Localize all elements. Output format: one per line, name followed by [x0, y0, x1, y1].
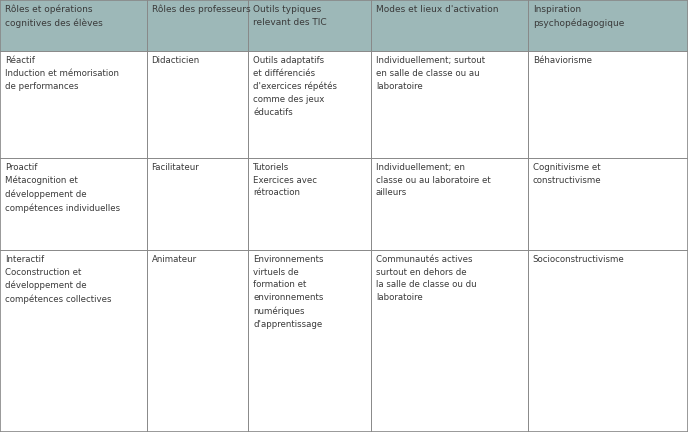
- Bar: [248, 250, 371, 432]
- Text: Didacticien: Didacticien: [151, 56, 200, 65]
- Bar: [0, 250, 147, 432]
- Bar: [371, 250, 528, 432]
- Bar: [0, 158, 147, 250]
- Bar: [0, 51, 147, 158]
- Bar: [248, 0, 371, 51]
- Text: Rôles et opérations
cognitives des élèves: Rôles et opérations cognitives des élève…: [5, 5, 103, 29]
- Bar: [0, 0, 147, 51]
- Bar: [371, 51, 528, 158]
- Text: Cognitivisme et
constructivisme: Cognitivisme et constructivisme: [533, 163, 601, 184]
- Text: Béhaviorisme: Béhaviorisme: [533, 56, 592, 65]
- Text: Outils adaptatifs
et différenciés
d'exercices répétés
comme des jeux
éducatifs: Outils adaptatifs et différenciés d'exer…: [253, 56, 337, 117]
- Text: Rôles des professeurs: Rôles des professeurs: [151, 5, 250, 15]
- Text: Modes et lieux d'activation: Modes et lieux d'activation: [376, 5, 498, 14]
- Bar: [528, 0, 688, 51]
- Text: Interactif
Coconstruction et
développement de
compétences collectives: Interactif Coconstruction et développeme…: [5, 255, 111, 304]
- Bar: [528, 158, 688, 250]
- Text: Environnements
virtuels de
formation et
environnements
numériques
d'apprentissag: Environnements virtuels de formation et …: [253, 255, 324, 329]
- Bar: [528, 250, 688, 432]
- Text: Proactif
Métacognition et
développement de
compétences individuelles: Proactif Métacognition et développement …: [5, 163, 120, 213]
- Text: Communautés actives
surtout en dehors de
la salle de classe ou du
laboratoire: Communautés actives surtout en dehors de…: [376, 255, 477, 302]
- Text: Animateur: Animateur: [151, 255, 197, 264]
- Bar: [371, 158, 528, 250]
- Bar: [147, 158, 248, 250]
- Text: Individuellement; surtout
en salle de classe ou au
laboratoire: Individuellement; surtout en salle de cl…: [376, 56, 485, 91]
- Bar: [248, 51, 371, 158]
- Text: Individuellement; en
classe ou au laboratoire et
ailleurs: Individuellement; en classe ou au labora…: [376, 163, 491, 197]
- Text: Outils typiques
relevant des TIC: Outils typiques relevant des TIC: [253, 5, 327, 27]
- Bar: [147, 250, 248, 432]
- Text: Inspiration
psychopédagogique: Inspiration psychopédagogique: [533, 5, 624, 28]
- Text: Réactif
Induction et mémorisation
de performances: Réactif Induction et mémorisation de per…: [5, 56, 119, 91]
- Text: Tutoriels
Exercices avec
rétroaction: Tutoriels Exercices avec rétroaction: [253, 163, 317, 197]
- Bar: [371, 0, 528, 51]
- Text: Socioconstructivisme: Socioconstructivisme: [533, 255, 625, 264]
- Bar: [147, 0, 248, 51]
- Bar: [147, 51, 248, 158]
- Bar: [248, 158, 371, 250]
- Text: Facilitateur: Facilitateur: [151, 163, 200, 172]
- Bar: [528, 51, 688, 158]
